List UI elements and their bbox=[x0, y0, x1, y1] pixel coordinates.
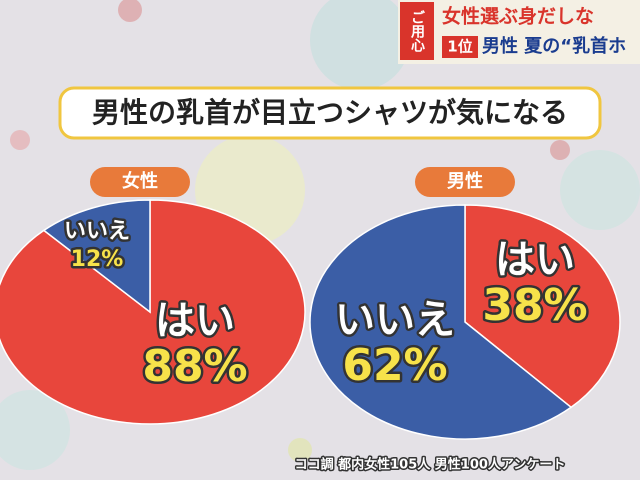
pie-slice bbox=[464, 204, 621, 409]
chart-title: 男性 bbox=[447, 170, 483, 192]
slice-label: いいえ bbox=[335, 297, 455, 343]
slice-value-label: 38% bbox=[482, 280, 587, 331]
decoration bbox=[0, 0, 640, 470]
banner bbox=[398, 0, 640, 64]
pie-slice bbox=[42, 199, 151, 314]
chart-title-pill bbox=[415, 167, 515, 197]
slice-label: はい bbox=[155, 298, 235, 344]
chart-title-pill bbox=[90, 167, 190, 197]
banner-line: 男性 夏の“乳首ホ bbox=[482, 35, 626, 57]
banner-tag-text: ご用心 bbox=[409, 9, 425, 53]
slice-label: はい bbox=[495, 237, 575, 283]
rank: 1位 bbox=[447, 38, 472, 56]
banner-line: 女性選ぶ身だしな bbox=[442, 5, 594, 28]
slice-label: いいえ bbox=[64, 219, 130, 244]
title-box bbox=[58, 86, 602, 140]
pie-slice bbox=[309, 204, 573, 440]
source-note: ココ調 都内女性105人 男性100人アンケート bbox=[295, 457, 566, 473]
chart-title: 男性の乳首が目立つシャツが気になる bbox=[92, 96, 568, 129]
chart-title: 女性 bbox=[122, 170, 158, 192]
banner-tag bbox=[400, 2, 434, 60]
slice-value-label: 62% bbox=[342, 340, 447, 391]
slice-value-label: 88% bbox=[142, 341, 247, 392]
rank-badge bbox=[442, 36, 478, 58]
slice-value-label: 12% bbox=[71, 247, 124, 272]
